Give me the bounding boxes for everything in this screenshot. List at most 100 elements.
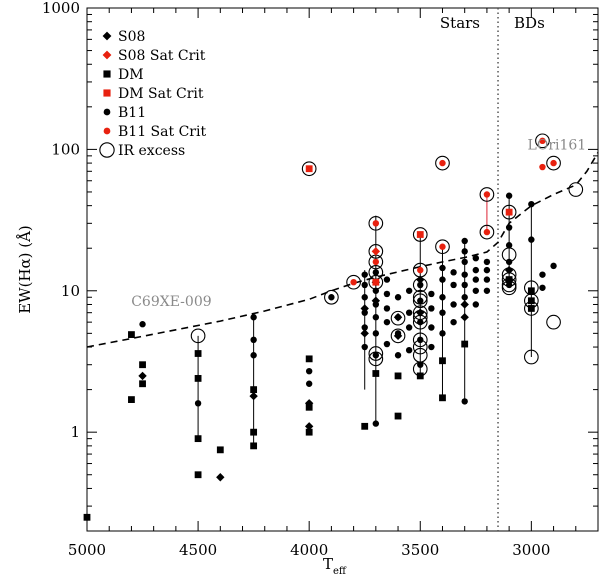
b11-point [361,271,368,278]
dm-sat-crit-point [372,278,380,286]
s08-point [304,399,314,408]
dm-point [372,370,380,377]
ir-excess-point [535,133,550,149]
b11-point [505,242,513,249]
dm-point [361,422,369,430]
legend-square-icon [103,70,111,78]
dm-point [128,396,135,403]
b11-point [483,258,491,266]
b11-point [305,367,313,375]
b11-point [505,192,513,199]
b11-point [405,309,413,316]
b11-point [328,294,335,301]
ir-excess-point [390,310,406,326]
b11-point [472,301,480,308]
b11-point [428,290,435,298]
b11-point [461,398,468,405]
b11-sat-crit-point [483,228,491,236]
axes: 5000 4500 4000 3500 3000 1 10 100 1000 [42,0,599,559]
dm-point [461,340,469,348]
b11-point [372,352,380,359]
b11-sat-crit-point [539,163,546,171]
dm-point [250,386,258,394]
ir-excess-point [435,239,450,255]
bds-region-label: BDs [514,14,545,32]
legend-entry-label: B11 Sat Crit [118,124,206,140]
b11-point [250,314,257,321]
annotations: C69XE-009 LOri161 [131,137,586,310]
b11-point [383,340,391,348]
x-axis-title-main: T [323,555,333,573]
b11-point [250,352,257,359]
b11-point [383,305,391,312]
plot-frame [86,7,599,532]
b11-point [372,301,380,308]
b11-point [428,324,435,331]
b11-point [505,281,513,289]
ir-excess-point [546,155,561,171]
b11-point [450,301,457,308]
b11-point [505,258,513,266]
b11-point [472,266,480,274]
y-axis-title: EW(Hα) (Å) [16,225,34,314]
b11-point [394,294,402,301]
dm-point [83,513,91,521]
b11-point [417,318,424,326]
legend-diamond-icon [102,31,112,41]
b11-point [383,290,391,298]
dm-sat-crit-point [416,231,424,238]
dm-sat-crit-point [305,165,313,173]
b11-point [361,309,368,316]
b11-sat-crit-point [439,243,446,250]
b11-point [394,352,402,359]
dm-point [527,287,535,295]
b11-sat-crit-point [550,159,557,167]
dm-point [139,380,146,388]
b11-point [405,287,413,294]
b11-point [372,330,380,337]
b11-point [139,321,146,328]
ir-excess-point [324,289,339,305]
b11-sat-crit-point [350,278,357,286]
b11-point [383,318,391,326]
b11-point [461,258,468,266]
x-axis-title: Teff [323,555,347,577]
s08-point [249,391,258,401]
x-tick-label: 4500 [179,541,217,559]
b11-point [461,294,468,301]
b11-point [539,284,546,291]
b11-sat-crit-point [372,258,380,266]
dm-point [305,355,313,363]
dm-point [394,372,402,380]
b11-point [528,200,535,208]
b11-point [361,294,368,301]
b11-point [450,318,457,326]
ir-excess-point [301,161,317,177]
s08-point [416,275,425,284]
ir-excess-point [346,274,361,290]
dm-point [439,357,446,365]
s08-point [216,473,225,482]
ir-excess-point [479,224,495,240]
ir-excess-point [368,244,384,259]
dm-point [527,305,535,312]
b11-point [505,224,513,231]
b11-point [461,237,468,245]
s08-point [460,300,469,309]
ir-excess-point [390,328,406,344]
s08-point [304,422,314,431]
dm-sat-crit-point [505,208,513,216]
ir-excess-point [412,332,428,348]
b11-point [450,269,457,276]
dm-point [194,350,202,357]
s08-point [460,313,469,322]
b11-point [439,294,446,301]
annotation-label: LOri161 [528,137,587,153]
legend-square-icon [103,89,111,97]
x-axis-title-subscript: eff [333,566,347,577]
b11-sat-crit-point [439,159,446,167]
stars-region-label: Stars [440,14,480,32]
b11-point [428,343,435,351]
dm-point [194,435,202,443]
ir-excess-point [435,155,450,171]
